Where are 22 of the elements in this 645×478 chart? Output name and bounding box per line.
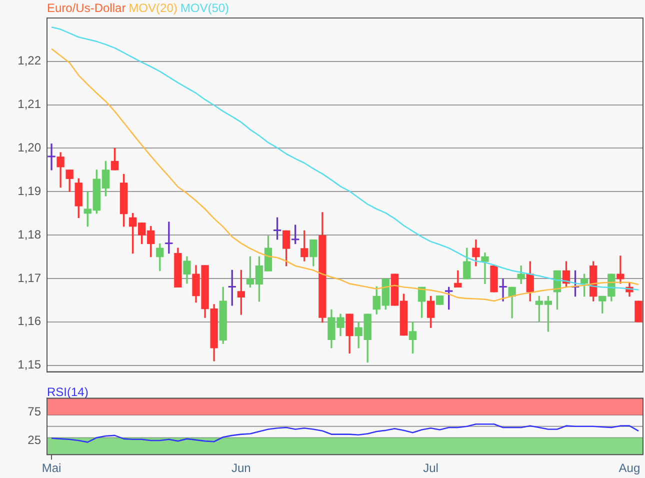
candlestick (499, 278, 507, 302)
y-tick-label: 1,19 (18, 184, 42, 198)
x-tick-label: Mai (42, 461, 62, 476)
y-tick-label: 1,18 (18, 227, 42, 242)
y-tick-label: 1,16 (18, 314, 42, 328)
y-tick-label: 1,22 (18, 54, 42, 68)
y-tick-label: 75 (28, 404, 42, 419)
y-tick-label: 1,17 (18, 270, 42, 285)
x-tick-label: Aug (618, 461, 640, 476)
y-tick-label: 1,21 (18, 97, 42, 112)
chart-title: Euro/Us-Dollar (47, 1, 126, 15)
x-tick-label: Jun (231, 461, 251, 476)
text: MOV(20) (128, 1, 178, 15)
candlestick (481, 252, 489, 284)
chart-title: RSI(14) (47, 385, 88, 399)
x-tick-label: Jul (423, 461, 438, 476)
candlestick (48, 144, 56, 170)
text: MOV(50) (180, 1, 230, 15)
candlestick (616, 256, 624, 284)
y-tick-label: 1,20 (18, 140, 42, 155)
y-tick-label: 25 (28, 432, 42, 447)
y-tick-label: 1,15 (18, 358, 42, 372)
